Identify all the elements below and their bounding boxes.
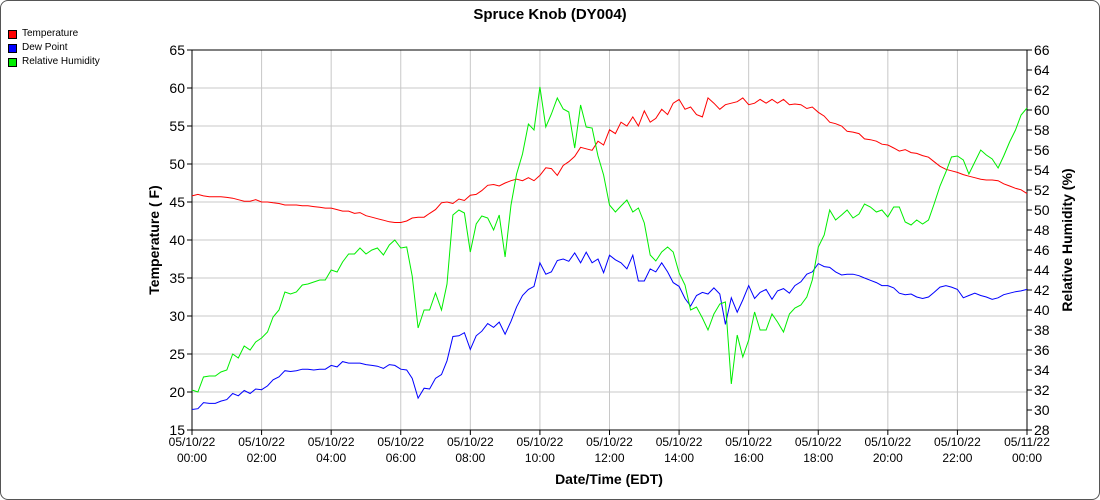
x-tick-date-label: 05/10/22: [308, 435, 355, 449]
legend-item-relative-humidity[interactable]: Relative Humidity: [8, 55, 100, 69]
x-tick-time-label: 00:00: [177, 451, 207, 465]
right-tick-label: 28: [1034, 422, 1050, 438]
x-tick-date-label: 05/10/22: [586, 435, 633, 449]
right-tick-label: 40: [1034, 302, 1050, 318]
chart-title: Spruce Knob (DY004): [473, 6, 626, 23]
right-tick-label: 36: [1034, 342, 1050, 358]
x-tick-date-label: 05/10/22: [447, 435, 494, 449]
series-line-temperature: [191, 96, 1028, 223]
left-tick-label: 45: [169, 194, 185, 210]
legend-item-temperature[interactable]: Temperature: [8, 27, 100, 41]
left-tick-label: 40: [169, 232, 185, 248]
x-tick-date-label: 05/10/22: [795, 435, 842, 449]
x-tick-time-label: 18:00: [803, 451, 833, 465]
x-tick-time-label: 10:00: [525, 451, 555, 465]
right-tick-label: 30: [1034, 402, 1050, 418]
legend-swatch: [8, 57, 17, 67]
left-tick-label: 20: [169, 384, 185, 400]
x-tick-date-label: 05/11/22: [1004, 435, 1050, 449]
x-tick-time-label: 06:00: [386, 451, 416, 465]
right-tick-label: 56: [1034, 142, 1050, 158]
right-tick-label: 48: [1034, 222, 1050, 238]
x-axis: 05/10/22 00:00 05/10/22 02:00 05/10/22 04:00 0…: [169, 430, 1050, 465]
left-axis: 15 20 25 30 35 40 45 50 55 60 65: [169, 42, 192, 438]
x-tick-time-label: 00:00: [1012, 451, 1042, 465]
x-tick-time-label: 02:00: [247, 451, 277, 465]
right-tick-label: 34: [1034, 362, 1050, 378]
x-tick-time-label: 04:00: [316, 451, 346, 465]
legend-label: Dew Point: [22, 42, 68, 53]
series-layer: [191, 86, 1028, 410]
right-tick-label: 54: [1034, 162, 1050, 178]
x-tick-time-label: 16:00: [734, 451, 764, 465]
legend-swatch: [8, 43, 17, 53]
x-tick-time-label: 14:00: [664, 451, 694, 465]
right-tick-label: 44: [1034, 262, 1050, 278]
x-axis-label: Date/Time (EDT): [555, 471, 663, 487]
left-tick-label: 65: [169, 42, 185, 58]
legend-label: Relative Humidity: [22, 56, 100, 67]
right-axis-label: Relative Humidity (%): [1059, 168, 1075, 311]
x-tick-date-label: 05/10/22: [656, 435, 703, 449]
left-tick-label: 35: [169, 270, 185, 286]
x-tick-date-label: 05/10/22: [377, 435, 424, 449]
left-tick-label: 25: [169, 346, 185, 362]
right-tick-label: 42: [1034, 282, 1050, 298]
x-tick-date-label: 05/10/22: [238, 435, 285, 449]
right-tick-label: 50: [1034, 202, 1050, 218]
right-tick-label: 46: [1034, 242, 1050, 258]
right-tick-label: 58: [1034, 122, 1050, 138]
right-tick-label: 38: [1034, 322, 1050, 338]
legend: Temperature Dew Point Relative Humidity: [8, 27, 100, 69]
left-tick-label: 55: [169, 118, 185, 134]
legend-label: Temperature: [22, 28, 79, 39]
grid-lines: [191, 49, 1028, 431]
right-tick-label: 60: [1034, 102, 1050, 118]
left-tick-label: 30: [169, 308, 185, 324]
right-axis: 28 30 32 34 36 38 40 42 44 46 48 50 52 54 56 58 60 62 64 66: [1027, 42, 1050, 438]
legend-swatch: [8, 29, 17, 39]
right-tick-label: 64: [1034, 62, 1050, 78]
left-axis-label: Temperature ( F): [146, 185, 162, 294]
x-tick-date-label: 05/10/22: [517, 435, 564, 449]
x-tick-date-label: 05/10/22: [725, 435, 772, 449]
left-tick-label: 60: [169, 80, 185, 96]
x-tick-time-label: 22:00: [942, 451, 972, 465]
left-tick-label: 15: [169, 422, 185, 438]
legend-item-dew-point[interactable]: Dew Point: [8, 41, 100, 55]
x-tick-date-label: 05/10/22: [864, 435, 911, 449]
right-tick-label: 66: [1034, 42, 1050, 58]
x-tick-time-label: 12:00: [594, 451, 624, 465]
x-tick-time-label: 20:00: [873, 451, 903, 465]
x-tick-date-label: 05/10/22: [934, 435, 981, 449]
right-tick-label: 62: [1034, 82, 1050, 98]
series-line-dew-point: [191, 251, 1028, 410]
series-line-relative-humidity: [191, 86, 1028, 393]
right-tick-label: 32: [1034, 382, 1050, 398]
left-tick-label: 50: [169, 156, 185, 172]
x-tick-date-label: 05/10/22: [169, 435, 216, 449]
x-tick-time-label: 08:00: [455, 451, 485, 465]
right-tick-label: 52: [1034, 182, 1050, 198]
